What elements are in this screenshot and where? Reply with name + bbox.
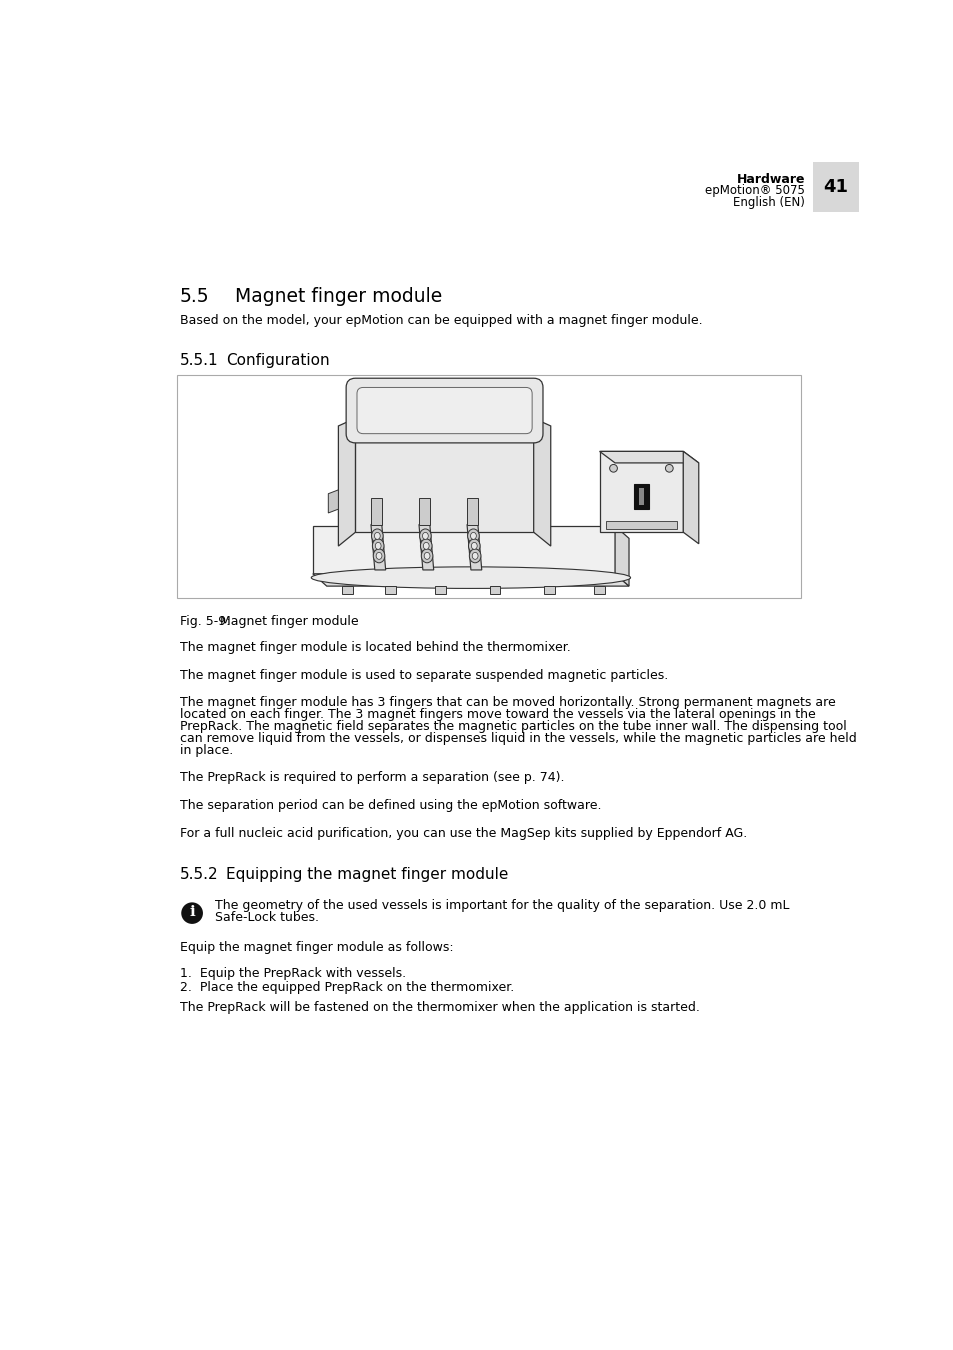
Text: The magnet finger module has 3 fingers that can be moved horizontally. Strong pe: The magnet finger module has 3 fingers t… [179, 697, 835, 709]
Text: located on each finger. The 3 magnet fingers move toward the vessels via the lat: located on each finger. The 3 magnet fin… [179, 709, 815, 721]
Text: can remove liquid from the vessels, or dispenses liquid in the vessels, while th: can remove liquid from the vessels, or d… [179, 732, 856, 745]
Text: Magnet finger module: Magnet finger module [235, 286, 442, 305]
Text: 2.  Place the equipped PrepRack on the thermomixer.: 2. Place the equipped PrepRack on the th… [179, 980, 514, 994]
Polygon shape [489, 586, 499, 594]
Polygon shape [338, 418, 355, 547]
Polygon shape [682, 451, 698, 544]
Text: Hardware: Hardware [736, 173, 804, 186]
Text: Fig. 5-9:: Fig. 5-9: [179, 614, 230, 628]
Ellipse shape [373, 549, 384, 563]
Polygon shape [418, 525, 434, 570]
Text: 5.5.2: 5.5.2 [179, 867, 218, 882]
Ellipse shape [419, 529, 431, 543]
Ellipse shape [371, 529, 383, 543]
Ellipse shape [467, 529, 478, 543]
FancyBboxPatch shape [346, 378, 542, 443]
Polygon shape [467, 498, 477, 525]
Circle shape [609, 464, 617, 472]
Polygon shape [342, 586, 353, 594]
Ellipse shape [422, 532, 428, 540]
Text: 5.5: 5.5 [179, 286, 209, 305]
Polygon shape [355, 418, 533, 532]
Polygon shape [598, 451, 698, 463]
Bar [176, 374, 801, 598]
FancyBboxPatch shape [356, 387, 532, 433]
Ellipse shape [420, 539, 432, 552]
Ellipse shape [469, 549, 480, 563]
Text: PrepRack. The magnetic field separates the magnetic particles on the tube inner : PrepRack. The magnetic field separates t… [179, 721, 845, 733]
Polygon shape [371, 498, 381, 525]
Text: English (EN): English (EN) [733, 196, 804, 209]
Polygon shape [605, 521, 677, 529]
Text: Equip the magnet finger module as follows:: Equip the magnet finger module as follow… [179, 941, 453, 954]
Ellipse shape [471, 543, 476, 549]
Ellipse shape [421, 549, 433, 563]
Ellipse shape [375, 543, 380, 549]
Polygon shape [371, 525, 385, 570]
Polygon shape [328, 490, 338, 513]
Text: in place.: in place. [179, 744, 233, 757]
Polygon shape [594, 586, 604, 594]
Polygon shape [313, 526, 615, 574]
Text: Safe-Lock tubes.: Safe-Lock tubes. [215, 911, 319, 925]
Polygon shape [435, 586, 446, 594]
Text: The separation period can be defined using the epMotion software.: The separation period can be defined usi… [179, 799, 600, 813]
Bar [639, 489, 643, 505]
Text: Configuration: Configuration [226, 352, 330, 369]
Ellipse shape [372, 539, 384, 552]
Text: The PrepRack will be fastened on the thermomixer when the application is started: The PrepRack will be fastened on the the… [179, 1000, 699, 1014]
Text: Based on the model, your epMotion can be equipped with a magnet finger module.: Based on the model, your epMotion can be… [179, 315, 701, 328]
Polygon shape [533, 418, 550, 547]
Text: i: i [189, 906, 194, 919]
FancyBboxPatch shape [812, 162, 858, 212]
Polygon shape [418, 498, 430, 525]
Text: 1.  Equip the PrepRack with vessels.: 1. Equip the PrepRack with vessels. [179, 967, 405, 980]
Text: The magnet finger module is located behind the thermomixer.: The magnet finger module is located behi… [179, 641, 570, 653]
Text: 41: 41 [822, 178, 847, 196]
Ellipse shape [424, 552, 430, 559]
Polygon shape [467, 525, 481, 570]
Ellipse shape [374, 532, 380, 540]
Text: epMotion® 5075: epMotion® 5075 [704, 185, 804, 197]
Ellipse shape [423, 543, 429, 549]
Text: 5.5.1: 5.5.1 [179, 352, 218, 369]
Text: Equipping the magnet finger module: Equipping the magnet finger module [226, 867, 508, 882]
Polygon shape [598, 451, 682, 532]
Circle shape [665, 464, 673, 472]
Polygon shape [615, 526, 628, 586]
Ellipse shape [468, 539, 479, 552]
Ellipse shape [470, 532, 476, 540]
Text: The geometry of the used vessels is important for the quality of the separation.: The geometry of the used vessels is impo… [215, 899, 789, 913]
Text: The magnet finger module is used to separate suspended magnetic particles.: The magnet finger module is used to sepa… [179, 668, 667, 682]
Ellipse shape [472, 552, 477, 559]
Circle shape [181, 902, 203, 923]
Text: For a full nucleic acid purification, you can use the MagSep kits supplied by Ep: For a full nucleic acid purification, yo… [179, 828, 746, 840]
Ellipse shape [375, 552, 381, 559]
Ellipse shape [311, 567, 630, 589]
Polygon shape [313, 574, 628, 586]
Text: The PrepRack is required to perform a separation (see p. 74).: The PrepRack is required to perform a se… [179, 771, 563, 784]
Bar [633, 485, 648, 509]
Text: Magnet finger module: Magnet finger module [220, 614, 358, 628]
Polygon shape [384, 586, 395, 594]
Polygon shape [543, 586, 554, 594]
